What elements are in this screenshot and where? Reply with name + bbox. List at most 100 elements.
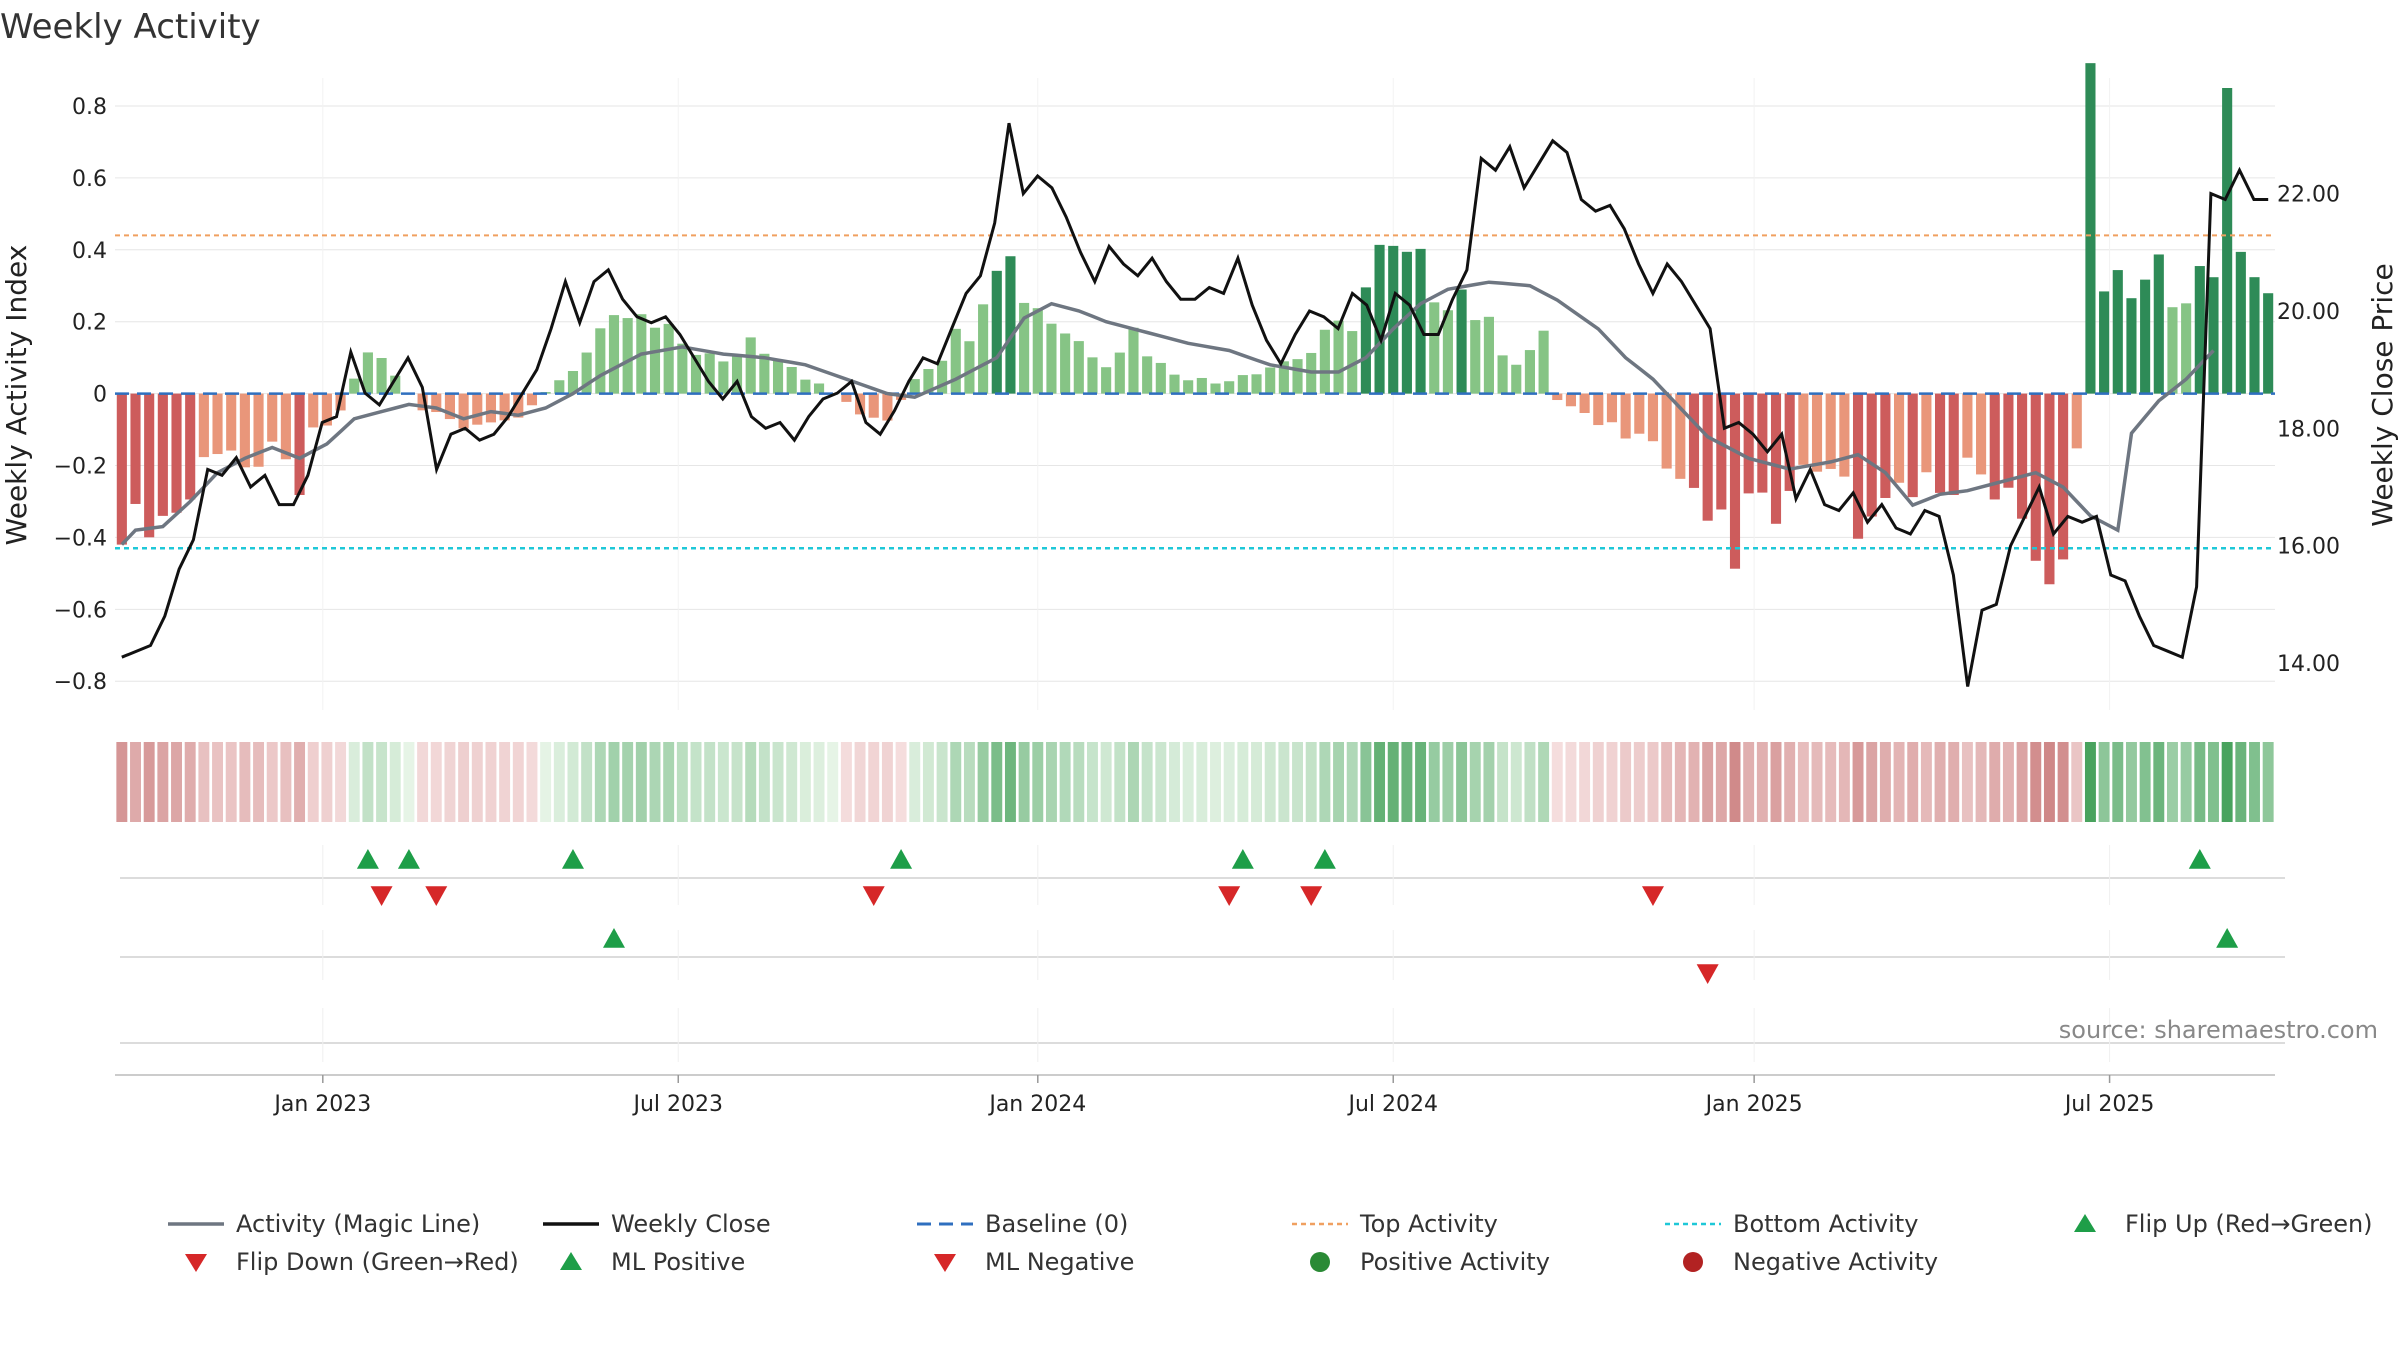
y-tick-label: 0.6 <box>72 167 107 192</box>
activity-bar <box>2181 303 2192 394</box>
activity-bar <box>1948 393 1959 495</box>
activity-bar <box>1729 393 1741 569</box>
flip-down-marker <box>862 886 885 906</box>
y-tick-label: −0.6 <box>54 598 107 623</box>
activity-bar <box>1169 374 1180 394</box>
activity-bar <box>1552 393 1563 401</box>
heat-cell <box>266 742 278 822</box>
heat-cell <box>1210 742 1221 822</box>
activity-bar <box>2085 63 2096 394</box>
activity-bar <box>950 328 961 394</box>
heat-cell <box>1661 742 1673 822</box>
heat-cell <box>1073 742 1085 822</box>
x-tick-label: Jul 2025 <box>2063 1092 2155 1117</box>
activity-bar <box>595 328 606 394</box>
heat-cell <box>977 742 989 822</box>
activity-bar <box>1688 393 1700 488</box>
heat-cell <box>2098 742 2110 822</box>
heat-cell <box>1565 742 1577 822</box>
heat-cell <box>403 742 415 822</box>
activity-bar <box>1935 393 1946 493</box>
heat-cell <box>184 742 196 822</box>
legend-item: ML Positive <box>560 1248 745 1276</box>
activity-bar <box>2167 307 2178 394</box>
heat-cell <box>581 742 593 822</box>
heat-cell <box>704 742 716 822</box>
heat-cell <box>1196 742 1208 822</box>
y-axis-label: Weekly Activity Index <box>0 245 33 546</box>
activity-bar <box>1114 352 1125 394</box>
activity-bar <box>1989 393 2000 500</box>
heat-cell <box>731 742 743 822</box>
heat-cell <box>348 742 360 822</box>
activity-bar <box>1456 289 1467 394</box>
heat-cell <box>157 742 169 822</box>
activity-bar <box>2249 277 2260 394</box>
activity-bar <box>745 337 756 394</box>
heat-cell <box>1319 742 1331 822</box>
heat-cell <box>2221 742 2233 822</box>
activity-bar <box>718 361 729 394</box>
activity-bar <box>157 393 168 516</box>
activity-bar <box>280 393 291 460</box>
heat-cell <box>1141 742 1153 822</box>
heat-cell <box>1483 742 1495 822</box>
activity-bar <box>2126 298 2137 394</box>
flip-up-marker <box>1231 849 1254 869</box>
legend-label: Flip Down (Green→Red) <box>236 1248 519 1276</box>
legend-label: Weekly Close <box>611 1210 771 1238</box>
activity-bar <box>1196 377 1207 394</box>
activity-bar <box>1265 367 1276 394</box>
activity-bar <box>1852 393 1864 539</box>
activity-bar <box>554 380 565 394</box>
legend-label: ML Positive <box>611 1248 745 1276</box>
activity-bar <box>1319 329 1330 394</box>
activity-bar <box>882 393 893 421</box>
activity-bar <box>978 304 989 394</box>
activity-bar <box>1675 393 1686 479</box>
activity-bar <box>1620 393 1631 439</box>
heat-cell <box>594 742 606 822</box>
activity-bar <box>1770 393 1782 524</box>
heat-cell <box>471 742 483 822</box>
heat-cell <box>1688 742 1700 822</box>
activity-bar <box>1032 308 1043 394</box>
activity-bar <box>923 369 934 394</box>
x-tick-label: Jul 2024 <box>1346 1092 1438 1117</box>
heat-cell <box>458 742 470 822</box>
y-axis: −0.8 −0.6 −0.4 −0.2 0 0.2 0.4 0.6 0.8 <box>54 95 107 695</box>
legend-item: Positive Activity <box>1310 1248 1550 1276</box>
heat-cell <box>1975 742 1987 822</box>
legend-label: ML Negative <box>985 1248 1134 1276</box>
legend-item: Flip Down (Green→Red) <box>185 1248 519 1276</box>
y2-tick-label: 22.00 <box>2277 183 2340 208</box>
activity-bar <box>2017 393 2028 519</box>
legend-item: Bottom Activity <box>1665 1210 1918 1238</box>
activity-bar <box>1183 380 1194 394</box>
activity-bar <box>144 393 155 538</box>
heat-cell <box>1797 742 1809 822</box>
heat-cell <box>1715 742 1727 822</box>
ml-positive-marker <box>2216 928 2239 948</box>
heat-cell <box>1264 742 1276 822</box>
legend-label: Negative Activity <box>1733 1248 1938 1276</box>
heat-cell <box>1866 742 1878 822</box>
legend-item: Negative Activity <box>1683 1248 1938 1276</box>
activity-bar <box>1278 361 1289 394</box>
heat-cell <box>854 742 866 822</box>
heat-cell <box>1524 742 1536 822</box>
activity-bar <box>567 370 579 394</box>
activity-bar <box>1224 381 1235 394</box>
heat-cell <box>895 742 907 822</box>
ml-negative-marker <box>1696 964 1719 984</box>
y-tick-label: −0.4 <box>54 526 107 551</box>
heat-cell <box>786 742 798 822</box>
activity-bar <box>2235 251 2246 394</box>
heat-cell <box>1879 742 1891 822</box>
activity-bar <box>526 393 538 406</box>
activity-bar <box>239 393 250 468</box>
heat-cell <box>143 742 155 822</box>
heat-cell <box>1702 742 1714 822</box>
signal-marker-strips <box>120 845 2285 1062</box>
activity-bar <box>1798 393 1809 465</box>
